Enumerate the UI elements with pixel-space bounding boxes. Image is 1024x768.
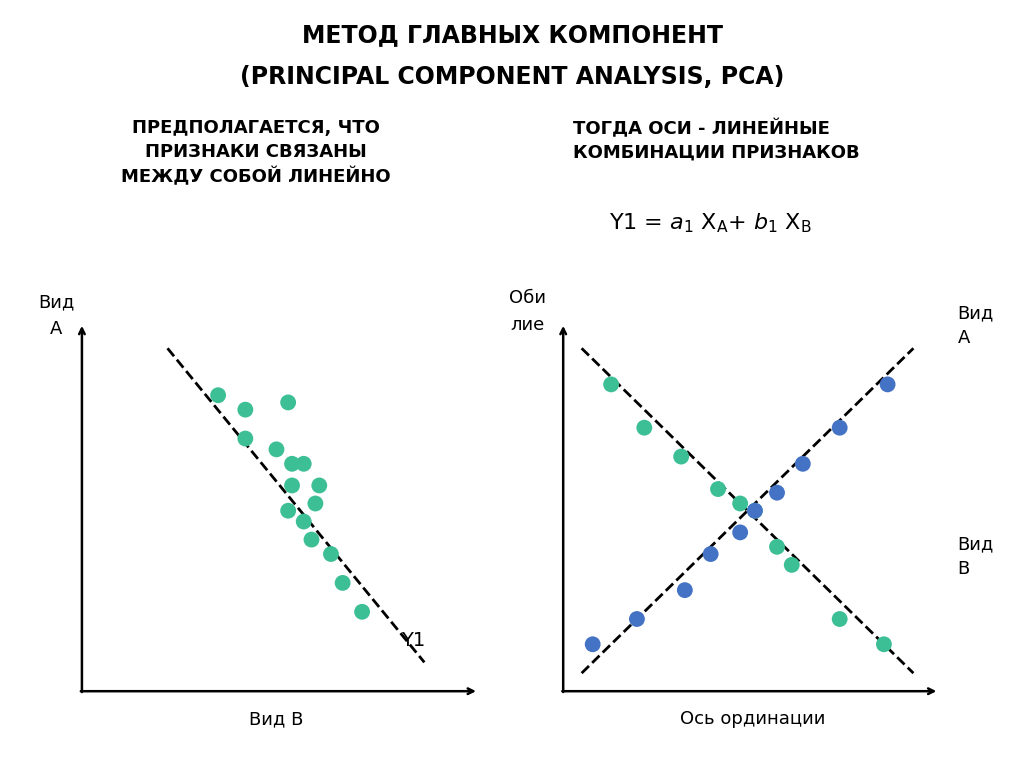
- Text: Ось ординации: Ось ординации: [680, 710, 825, 728]
- Point: [746, 505, 763, 517]
- Text: А: А: [957, 329, 970, 347]
- Point: [629, 613, 645, 625]
- Text: Вид В: Вид В: [249, 710, 304, 728]
- Point: [636, 422, 652, 434]
- Point: [238, 403, 254, 415]
- Text: лие: лие: [510, 316, 545, 334]
- Point: [831, 422, 848, 434]
- Point: [673, 450, 689, 462]
- Point: [303, 534, 319, 546]
- Point: [746, 505, 763, 517]
- Point: [268, 443, 285, 455]
- Point: [732, 526, 749, 538]
- Text: ТОГДА ОСИ - ЛИНЕЙНЫЕ
КОМБИНАЦИИ ПРИЗНАКОВ: ТОГДА ОСИ - ЛИНЕЙНЫЕ КОМБИНАЦИИ ПРИЗНАКО…: [573, 119, 860, 162]
- Text: В: В: [957, 560, 970, 578]
- Point: [210, 389, 226, 402]
- Text: Y1: Y1: [401, 631, 425, 650]
- Text: Оби: Оби: [509, 290, 546, 307]
- Point: [769, 541, 785, 553]
- Point: [677, 584, 693, 596]
- Point: [585, 638, 601, 650]
- Text: Вид: Вид: [957, 535, 994, 553]
- Point: [323, 548, 339, 560]
- Point: [296, 515, 312, 528]
- Text: (PRINCIPAL COMPONENT ANALYSIS, PCA): (PRINCIPAL COMPONENT ANALYSIS, PCA): [240, 65, 784, 89]
- Point: [296, 458, 312, 470]
- Point: [876, 638, 892, 650]
- Point: [702, 548, 719, 560]
- Text: ПРЕДПОЛАГАЕТСЯ, ЧТО
ПРИЗНАКИ СВЯЗАНЫ
МЕЖДУ СОБОЙ ЛИНЕЙНО: ПРЕДПОЛАГАЕТСЯ, ЧТО ПРИЗНАКИ СВЯЗАНЫ МЕЖ…: [121, 119, 391, 186]
- Point: [783, 559, 800, 571]
- Point: [311, 479, 328, 492]
- Point: [769, 487, 785, 499]
- Point: [603, 379, 620, 391]
- Point: [880, 379, 896, 391]
- Text: Вид: Вид: [957, 305, 994, 323]
- Point: [831, 613, 848, 625]
- Point: [238, 432, 254, 445]
- Point: [710, 483, 726, 495]
- Point: [280, 396, 296, 409]
- Point: [795, 458, 811, 470]
- Point: [732, 498, 749, 510]
- Point: [354, 606, 371, 618]
- Point: [284, 479, 300, 492]
- Point: [307, 498, 324, 510]
- Point: [280, 505, 296, 517]
- Text: МЕТОД ГЛАВНЫХ КОМПОНЕНТ: МЕТОД ГЛАВНЫХ КОМПОНЕНТ: [301, 23, 723, 47]
- Text: Y1 = $a_1$ X$_\mathregular{A}$+ $b_1$ X$_\mathregular{B}$: Y1 = $a_1$ X$_\mathregular{A}$+ $b_1$ X$…: [609, 211, 812, 235]
- Text: Вид: Вид: [38, 293, 75, 311]
- Point: [335, 577, 351, 589]
- Text: А: А: [50, 320, 62, 338]
- Point: [284, 458, 300, 470]
